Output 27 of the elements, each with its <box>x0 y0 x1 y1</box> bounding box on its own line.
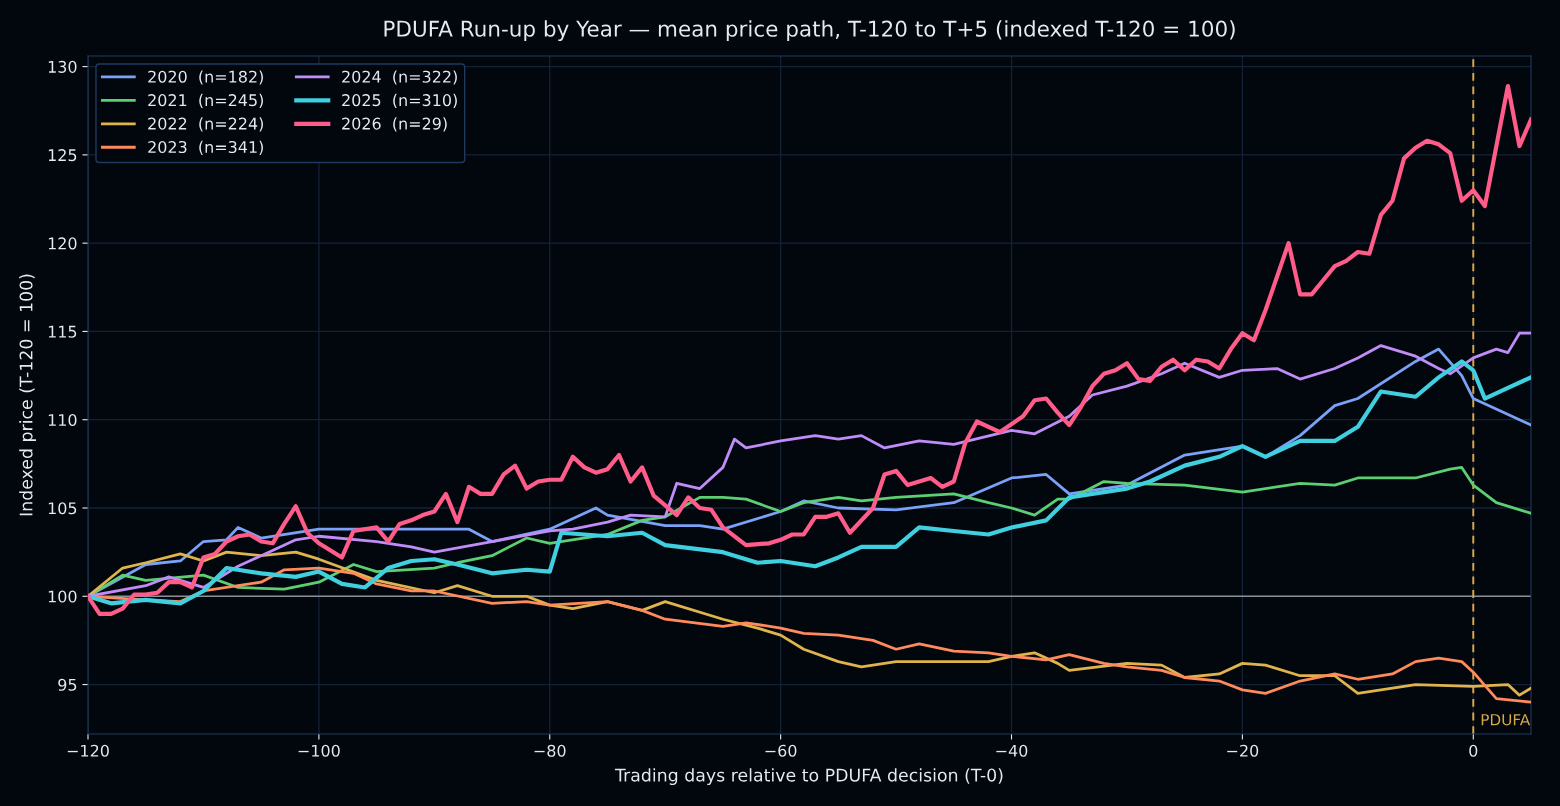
x-tick-label: −120 <box>67 744 109 757</box>
y-tick-label: 100 <box>48 590 77 603</box>
ref-line-label: PDUFA <box>1481 714 1531 726</box>
x-tick-label: −100 <box>298 744 340 757</box>
y-tick-label: 130 <box>48 60 77 73</box>
y-tick-label: 115 <box>48 325 77 338</box>
legend-label: 2026 (n=29) <box>342 117 447 132</box>
legend-label: 2023 (n=341) <box>148 140 263 155</box>
y-tick-label: 125 <box>48 149 77 162</box>
x-axis-title: Trading days relative to PDUFA decision (T-0) <box>614 768 1003 786</box>
x-tick-label: 0 <box>1469 744 1478 757</box>
legend-label: 2020 (n=182) <box>148 70 263 85</box>
legend-label: 2021 (n=245) <box>148 93 263 109</box>
chart-title: PDUFA Run-up by Year — mean price path, T-120 to T+5 (indexed T-120 = 100) <box>384 20 1235 42</box>
y-tick-label: 110 <box>48 413 77 427</box>
x-tick-label: −20 <box>1227 744 1259 757</box>
y-axis-title: Indexed price (T-120 = 100) <box>19 274 36 516</box>
y-tick-label: 95 <box>58 678 77 691</box>
x-tick-label: −60 <box>765 744 797 757</box>
y-tick-label: 105 <box>48 502 77 515</box>
x-tick-label: −40 <box>996 744 1028 757</box>
legend-label: 2022 (n=224) <box>148 117 263 132</box>
line-series <box>88 83 1531 617</box>
legend-label: 2024 (n=322) <box>342 70 457 85</box>
x-tick-label: −80 <box>534 744 566 757</box>
y-tick-label: 120 <box>48 237 77 250</box>
legend-label: 2025 (n=310) <box>342 93 457 109</box>
